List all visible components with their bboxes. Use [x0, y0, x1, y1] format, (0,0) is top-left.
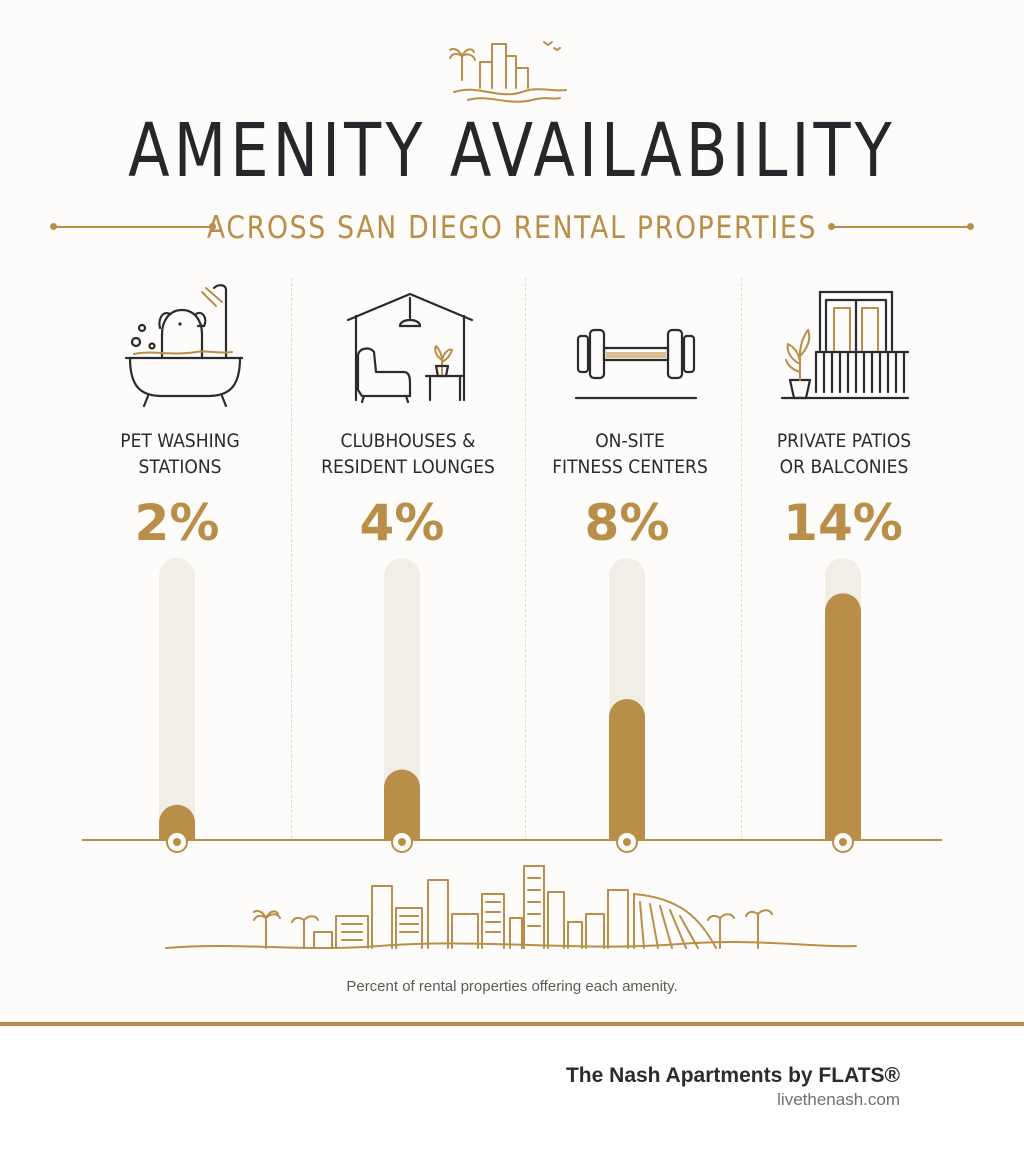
right-rule	[832, 226, 970, 228]
brand-name: The Nash Apartments by FLATS®	[565, 1064, 900, 1087]
balcony-icon	[780, 290, 910, 400]
bar-track	[159, 558, 195, 840]
chart-caption: Percent of rental properties offering ea…	[346, 978, 678, 995]
label-line: FITNESS CENTERS	[552, 456, 708, 478]
column-divider	[291, 278, 292, 838]
skyline-illustration-icon	[165, 865, 857, 949]
bar	[825, 593, 861, 840]
column-divider	[741, 278, 742, 838]
right-rule-dot	[828, 223, 835, 230]
bar	[159, 804, 195, 840]
value-patios: 14%	[783, 494, 903, 552]
right-rule-end-dot	[967, 223, 974, 230]
infographic-card: AMENITY AVAILABILITY ACROSS SAN DIEGO RE…	[0, 41, 1024, 1026]
bar-track	[384, 558, 420, 840]
column-divider	[525, 278, 526, 838]
label-line: STATIONS	[138, 456, 222, 478]
city-logo-icon	[449, 41, 567, 103]
left-rule	[55, 226, 213, 228]
value-pet-washing: 2%	[134, 494, 220, 552]
bar-chart	[82, 558, 942, 853]
label-line: OR BALCONIES	[779, 456, 909, 478]
label-line: RESIDENT LOUNGES	[321, 456, 495, 478]
left-rule-dot	[209, 223, 216, 230]
dumbbell-icon	[574, 328, 698, 400]
amenity-label-clubhouses: CLUBHOUSES & RESIDENT LOUNGES	[309, 428, 507, 480]
label-line: PET WASHING	[120, 430, 240, 452]
value-clubhouses: 4%	[359, 494, 445, 552]
bar	[384, 769, 420, 840]
bar	[609, 699, 645, 840]
label-line: ON-SITE	[595, 430, 665, 452]
brand-url: livethenash.com	[777, 1090, 900, 1109]
amenity-label-fitness: ON-SITE FITNESS CENTERS	[531, 428, 729, 480]
brand-block: The Nash Apartments by FLATS® livethenas…	[566, 1064, 900, 1110]
amenity-label-patios: PRIVATE PATIOS OR BALCONIES	[745, 428, 943, 480]
left-rule-end-dot	[50, 223, 57, 230]
page-title: AMENITY AVAILABILITY	[128, 108, 896, 194]
label-line: PRIVATE PATIOS	[776, 430, 912, 452]
amenity-label-pet-washing: PET WASHING STATIONS	[81, 428, 279, 480]
lounge-icon	[346, 292, 474, 404]
value-fitness: 8%	[584, 494, 670, 552]
bar-base-dot	[623, 838, 631, 846]
page-subtitle: ACROSS SAN DIEGO RENTAL PROPERTIES	[206, 210, 818, 246]
bar-base-dot	[839, 838, 847, 846]
bar-base-dot	[398, 838, 406, 846]
bar-base-dot	[173, 838, 181, 846]
label-line: CLUBHOUSES &	[340, 430, 476, 452]
pet-bath-icon	[124, 284, 244, 408]
